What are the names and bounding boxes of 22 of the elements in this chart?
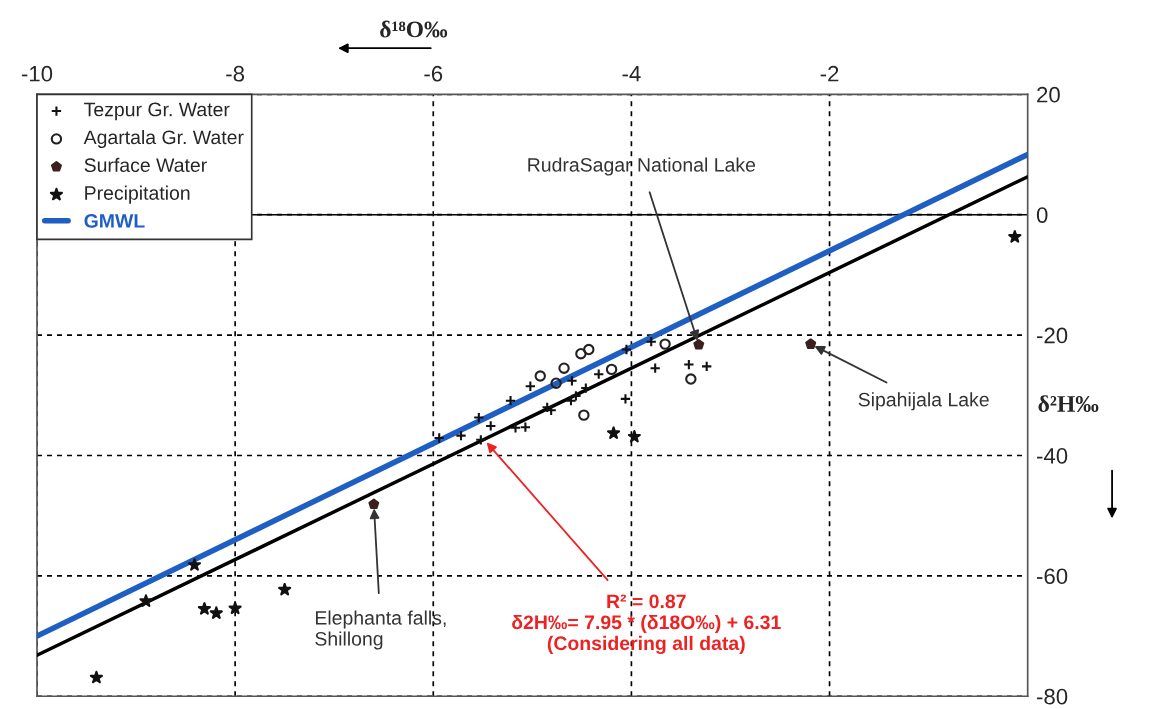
y-axis-title: δ²H‰: [1038, 395, 1099, 412]
y-tick-label: -40: [1037, 448, 1068, 464]
legend-label: GMWL: [84, 213, 145, 228]
x-axis-title: δ¹⁸O‰: [380, 20, 448, 38]
y-tick-label: 0: [1036, 207, 1048, 223]
annotation: Elephanta falls, Shillong: [315, 610, 446, 650]
annotation: RudraSagar National Lake: [528, 157, 756, 176]
legend-label: Agartala Gr. Water: [83, 129, 244, 149]
y-tick-label: -20: [1037, 327, 1068, 344]
annotation: Sipahijala Lake: [858, 392, 989, 411]
legend-label: Precipitation: [85, 185, 190, 204]
y-tick-label: -80: [1037, 688, 1068, 705]
legend-label: Surface Water: [84, 157, 207, 173]
x-tick-label: -4: [622, 66, 641, 82]
x-tick-label: -10: [21, 65, 53, 82]
legend-label: Tezpur Gr. Water: [84, 102, 230, 121]
x-tick-label: -8: [226, 65, 245, 82]
y-tick-label: 20: [1037, 86, 1060, 103]
y-tick-label: -60: [1037, 568, 1068, 585]
x-tick-label: -2: [820, 65, 839, 82]
x-tick-label: -6: [424, 65, 443, 82]
annotation: R² = 0.87 δ2H‰= 7.95 * (δ18O‰) + 6.31 (Considering all data): [512, 594, 781, 655]
